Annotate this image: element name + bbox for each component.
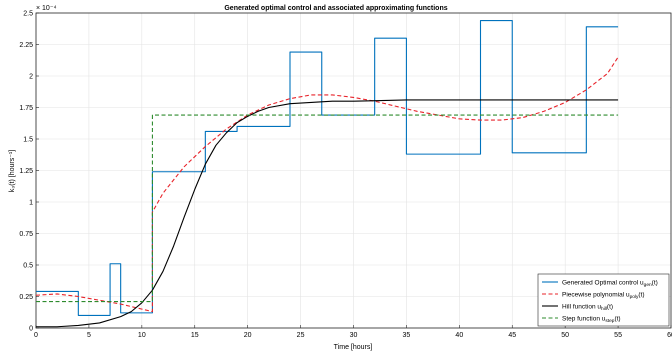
legend-entry: Step function ustep(t) xyxy=(562,315,621,324)
legend-entry-main: Hill function u xyxy=(562,303,601,310)
x-tick-label: 40 xyxy=(455,332,463,339)
legend-entry-main: Piecewise polynomial u xyxy=(562,291,630,298)
y-tick-label: 2.5 xyxy=(23,11,33,18)
y-tick-label: 0.25 xyxy=(19,294,33,301)
y-tick-label: 0.5 xyxy=(23,263,33,270)
y-tick-label: 1.75 xyxy=(19,105,33,112)
legend: Generated Optimal control ugen(t)Piecewi… xyxy=(537,273,670,327)
legend-entry-main: Generated Optimal control u xyxy=(562,279,644,286)
y-tick-label: 1 xyxy=(29,200,33,207)
x-tick-label: 15 xyxy=(191,332,199,339)
y-tick-label: 2.25 xyxy=(19,42,33,49)
x-tick-label: 30 xyxy=(350,332,358,339)
legend-entry-tail: (t) xyxy=(652,279,658,286)
chart-title: Generated optimal control and associated… xyxy=(224,5,447,12)
x-tick-label: 55 xyxy=(614,332,622,339)
legend-entry-main: Step function u xyxy=(562,315,606,322)
y-axis-ticks: 0 0.25 0.5 0.75 1 1.25 1.5 1.75 2 2.25 2.5 xyxy=(19,11,39,333)
legend-entry-sub: step xyxy=(605,318,614,324)
legend-entry: Hill function uhill(t) xyxy=(562,303,613,312)
legend-entry-tail: (t) xyxy=(607,303,613,310)
x-tick-label: 50 xyxy=(561,332,569,339)
x-tick-label: 45 xyxy=(508,332,516,339)
y-tick-label: 2 xyxy=(29,74,33,81)
x-tick-label: 25 xyxy=(297,332,305,339)
y-axis-multiplier: × 10⁻⁴ xyxy=(36,5,57,12)
y-tick-label: 1.5 xyxy=(23,137,33,144)
legend-entry-sub: gen xyxy=(644,283,652,288)
series-ustep-line xyxy=(36,114,619,303)
legend-entry-sub: hill xyxy=(601,306,607,312)
y-axis-label: k₃(t) [hours⁻¹] xyxy=(9,150,16,192)
legend-entry-sub: poly xyxy=(630,294,639,300)
x-tick-label: 10 xyxy=(138,332,146,339)
legend-entry-tail: (t) xyxy=(638,291,644,298)
y-tick-label: 1.25 xyxy=(19,168,33,175)
y-tick-label: 0.75 xyxy=(19,231,33,238)
legend-box xyxy=(537,273,670,327)
legend-entry-tail: (t) xyxy=(614,315,620,322)
series-layer xyxy=(35,20,619,328)
x-axis-ticks: 0 5 10 15 20 25 30 35 40 45 50 55 60 xyxy=(34,325,672,339)
x-tick-label: 35 xyxy=(403,332,411,339)
series-upoly-line xyxy=(35,56,619,313)
x-tick-label: 5 xyxy=(87,332,91,339)
legend-entry: Piecewise polynomial upoly(t) xyxy=(562,291,645,300)
x-tick-label: 60 xyxy=(667,332,672,339)
x-tick-label: 20 xyxy=(244,332,252,339)
legend-entry: Generated Optimal control ugen(t) xyxy=(562,279,658,288)
x-axis-label: Time [hours] xyxy=(334,344,373,351)
series-ugen-line xyxy=(36,20,619,316)
series-uhill-line xyxy=(36,99,619,328)
x-tick-label: 0 xyxy=(34,332,38,339)
y-tick-label: 0 xyxy=(29,326,33,333)
